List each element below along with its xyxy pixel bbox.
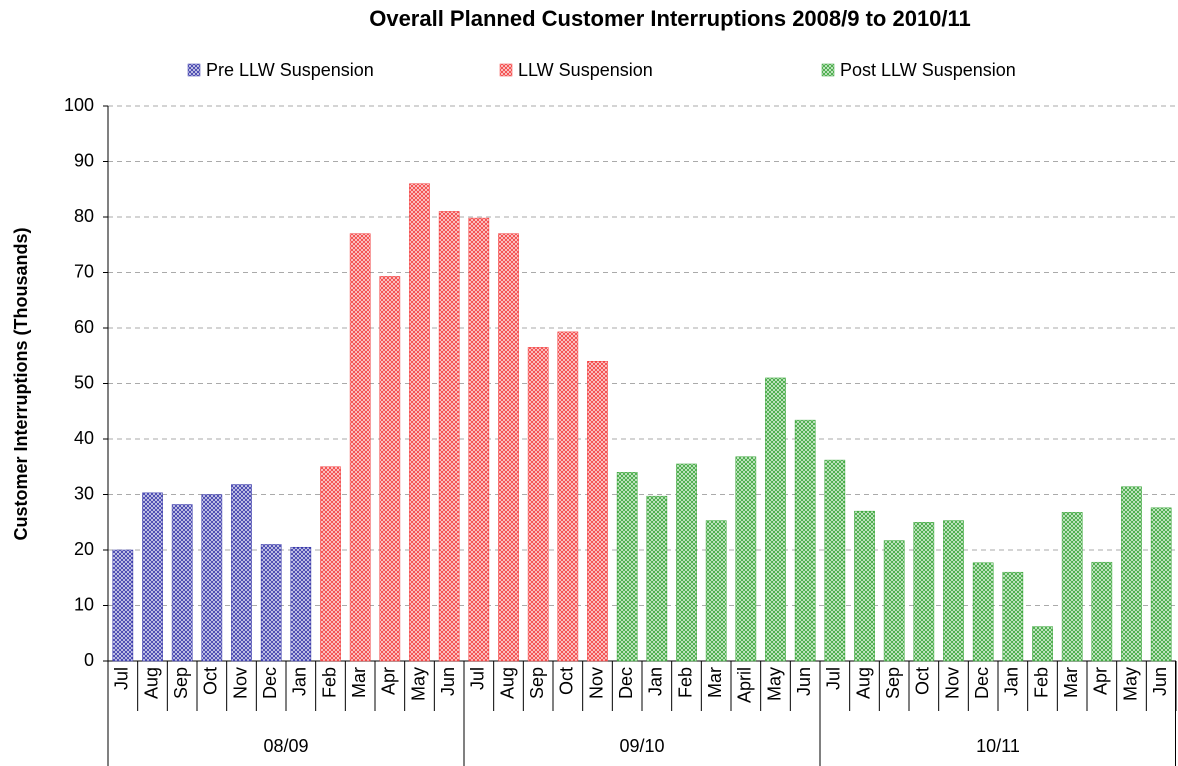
bar [705, 520, 727, 662]
bar [438, 211, 460, 662]
x-tick-label: Jul [112, 667, 132, 690]
bar [913, 522, 935, 662]
bar [231, 484, 252, 662]
x-tick-label: Aug [853, 667, 873, 699]
x-tick-label: Jul [468, 667, 488, 690]
bar [409, 183, 430, 662]
y-tick-label: 50 [74, 372, 94, 392]
legend-label: Pre LLW Suspension [206, 60, 374, 80]
bar [883, 540, 905, 662]
y-tick-label: 70 [74, 261, 94, 281]
y-tick-label: 40 [74, 428, 94, 448]
x-tick-label: May [408, 667, 428, 701]
bar [943, 520, 964, 662]
bar [171, 504, 193, 662]
x-tick-label: Feb [675, 667, 695, 698]
x-tick-label: Aug [497, 667, 517, 699]
x-tick-label: Sep [171, 667, 191, 699]
legend-swatch [187, 63, 201, 77]
x-tick-label: Mar [1061, 667, 1081, 698]
x-tick-label: Dec [972, 667, 992, 699]
bar [1061, 512, 1083, 662]
bar [557, 331, 579, 662]
bar [112, 549, 134, 662]
bar [1032, 626, 1053, 662]
x-tick-label: May [1120, 667, 1140, 701]
y-tick-label: 80 [74, 206, 94, 226]
x-tick-label: Feb [319, 667, 339, 698]
y-tick-label: 100 [64, 95, 94, 115]
x-tick-label: Oct [913, 667, 933, 695]
bar [527, 347, 549, 662]
bar [1150, 507, 1172, 662]
x-tick-label: Mar [705, 667, 725, 698]
bar [765, 377, 786, 662]
y-tick-label: 20 [74, 539, 94, 559]
group-label: 09/10 [619, 736, 664, 756]
bar [468, 217, 490, 662]
y-tick-label: 30 [74, 483, 94, 503]
bar [1002, 571, 1024, 662]
legend-label: LLW Suspension [518, 60, 653, 80]
x-tick-label: Dec [616, 667, 636, 699]
x-tick-label: Oct [201, 667, 221, 695]
x-tick-label: Apr [379, 667, 399, 695]
legend-label: Post LLW Suspension [840, 60, 1016, 80]
group-label: 08/09 [263, 736, 308, 756]
bar [379, 276, 401, 662]
x-tick-label: Feb [1031, 667, 1051, 698]
bar [735, 456, 757, 662]
x-tick-label: Jul [824, 667, 844, 690]
x-tick-label: Jun [438, 667, 458, 696]
y-tick-label: 0 [84, 650, 94, 670]
y-tick-label: 10 [74, 594, 94, 614]
x-tick-label: Sep [883, 667, 903, 699]
x-tick-label: Jan [290, 667, 310, 696]
bar [676, 463, 697, 662]
bar [854, 510, 875, 662]
x-tick-label: Jan [646, 667, 666, 696]
bar [587, 361, 608, 662]
legend-swatch [821, 63, 835, 77]
bar [794, 419, 816, 662]
bar [824, 459, 846, 662]
x-tick-label: Nov [586, 667, 606, 699]
x-tick-label: Jan [1002, 667, 1022, 696]
bar [972, 562, 994, 662]
bar [616, 472, 638, 662]
x-tick-label: May [764, 667, 784, 701]
bar [260, 544, 282, 662]
bar [1121, 486, 1142, 662]
x-tick-label: Oct [557, 667, 577, 695]
x-tick-label: Nov [942, 667, 962, 699]
x-tick-label: Nov [230, 667, 250, 699]
bar [349, 233, 371, 662]
bar [320, 466, 341, 662]
y-tick-label: 60 [74, 317, 94, 337]
bar [290, 546, 312, 662]
x-tick-label: Jun [794, 667, 814, 696]
x-tick-label: Apr [1091, 667, 1111, 695]
x-tick-label: April [735, 667, 755, 703]
bar [142, 492, 163, 662]
chart-title: Overall Planned Customer Interruptions 2… [369, 6, 971, 31]
y-axis-label: Customer Interruptions (Thousands) [11, 227, 31, 540]
bar [498, 233, 519, 662]
bar [646, 495, 668, 662]
bar [201, 494, 223, 662]
x-tick-label: Sep [527, 667, 547, 699]
x-tick-label: Dec [260, 667, 280, 699]
bar [1091, 561, 1113, 662]
y-tick-label: 90 [74, 150, 94, 170]
legend-swatch [499, 63, 513, 77]
x-tick-label: Aug [141, 667, 161, 699]
x-tick-label: Mar [349, 667, 369, 698]
x-tick-label: Jun [1150, 667, 1170, 696]
group-label: 10/11 [976, 736, 1020, 756]
